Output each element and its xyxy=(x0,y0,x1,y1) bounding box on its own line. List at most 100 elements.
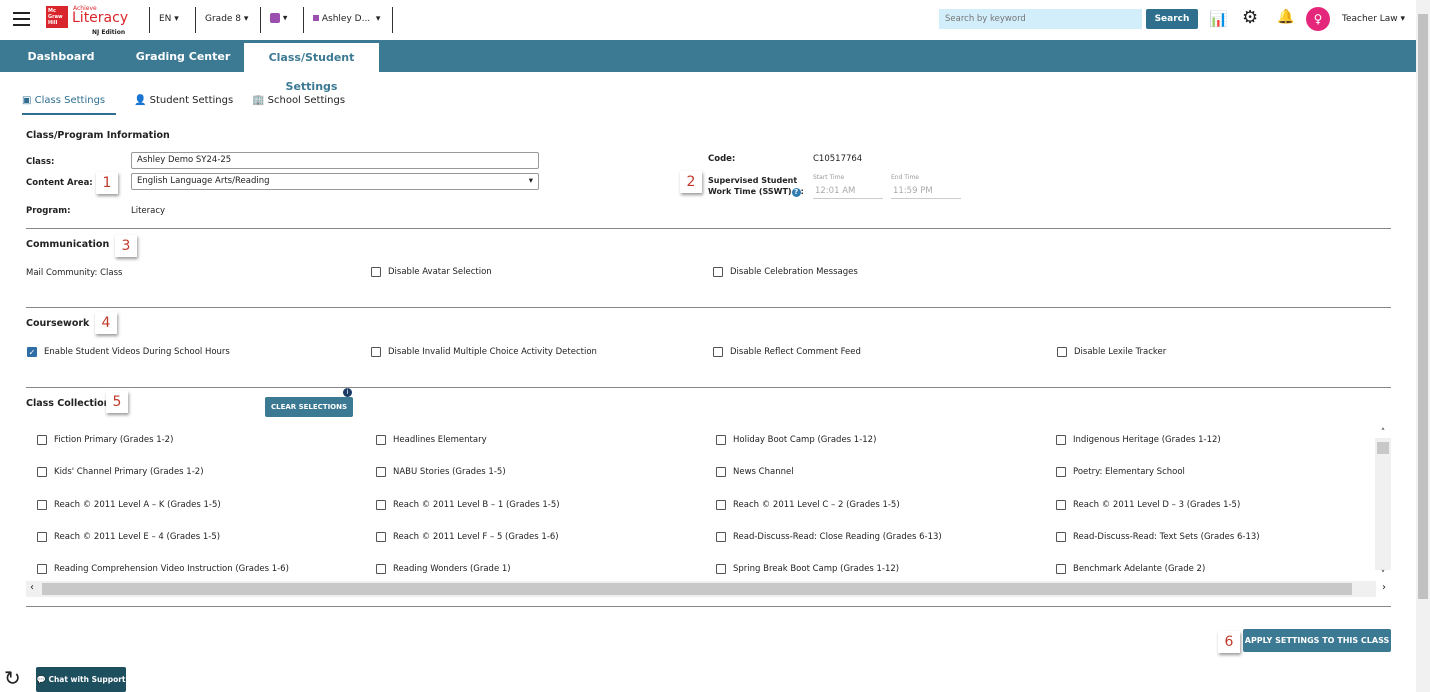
clear-selections-button[interactable]: CLEAR SELECTIONS xyxy=(265,397,353,417)
checkbox[interactable] xyxy=(376,499,386,510)
page-scroll-thumb[interactable] xyxy=(1418,14,1428,599)
collection-checkbox[interactable]: Poetry: Elementary School xyxy=(1056,467,1185,478)
collection-label: Read-Discuss-Read: Close Reading (Grades… xyxy=(733,531,942,542)
vertical-scrollbar[interactable]: ˄ ˅ xyxy=(1375,428,1391,580)
collection-checkbox[interactable]: Spring Break Boot Camp (Grades 1-12) xyxy=(716,564,900,575)
collection-label: Read-Discuss-Read: Text Sets (Grades 6-1… xyxy=(1073,531,1260,542)
communication-title: Communication xyxy=(26,239,110,250)
checkbox[interactable] xyxy=(371,267,381,277)
menu-icon[interactable] xyxy=(13,12,30,26)
tab-dashboard[interactable]: Dashboard xyxy=(27,50,95,63)
checkbox[interactable] xyxy=(716,435,726,445)
avatar[interactable]: ♀ xyxy=(1306,7,1330,31)
search-button[interactable]: Search xyxy=(1146,9,1198,29)
subtab-student-settings[interactable]: 👤 Student Settings xyxy=(134,95,233,106)
help-icon[interactable]: ? xyxy=(791,188,801,197)
collection-label: Indigenous Heritage (Grades 1-12) xyxy=(1073,435,1221,445)
scroll-right-icon[interactable]: › xyxy=(1382,582,1386,593)
bell-icon[interactable]: 🔔 xyxy=(1277,9,1295,25)
scroll-down-icon[interactable]: ˅ xyxy=(1375,570,1391,580)
collection-checkbox[interactable]: Holiday Boot Camp (Grades 1-12) xyxy=(716,435,876,445)
settings-gear-icon[interactable]: ⚙ xyxy=(1242,7,1259,28)
checkbox[interactable] xyxy=(713,347,723,357)
checkbox[interactable] xyxy=(1057,347,1067,357)
collection-checkbox[interactable]: Reach © 2011 Level F – 5 (Grades 1-6) xyxy=(376,531,559,542)
collection-checkbox[interactable]: Reading Wonders (Grade 1) xyxy=(376,564,511,575)
disable-celebration-checkbox[interactable]: Disable Celebration Messages xyxy=(713,267,858,277)
user-menu[interactable]: Teacher Law ▾ xyxy=(1342,14,1406,24)
collection-checkbox[interactable]: Reach © 2011 Level A – K (Grades 1-5) xyxy=(37,499,221,510)
language-dropdown[interactable]: EN ▾ xyxy=(159,14,179,24)
class-name-input[interactable]: Ashley Demo SY24-25 xyxy=(131,152,539,169)
tab-grading-center[interactable]: Grading Center xyxy=(135,50,231,63)
collection-checkbox[interactable]: Reach © 2011 Level C – 2 (Grades 1-5) xyxy=(716,499,900,510)
reports-icon[interactable]: 📊 xyxy=(1209,10,1228,28)
horizontal-scrollbar[interactable]: ‹ › xyxy=(26,581,1386,597)
disable-mc-detection-checkbox[interactable]: Disable Invalid Multiple Choice Activity… xyxy=(371,347,597,357)
sswt-colon: : xyxy=(800,187,804,196)
collection-checkbox[interactable]: Kids' Channel Primary (Grades 1-2) xyxy=(37,467,204,478)
disable-avatar-checkbox[interactable]: Disable Avatar Selection xyxy=(371,267,492,277)
checkbox[interactable] xyxy=(1056,435,1066,445)
scroll-left-icon[interactable]: ‹ xyxy=(30,582,34,593)
checkbox[interactable] xyxy=(37,467,47,478)
divider xyxy=(26,228,1391,229)
collection-checkbox[interactable]: Indigenous Heritage (Grades 1-12) xyxy=(1056,435,1221,445)
checkbox[interactable] xyxy=(716,467,726,478)
collection-checkbox[interactable]: Headlines Elementary xyxy=(376,435,487,445)
collection-checkbox[interactable]: Fiction Primary (Grades 1-2) xyxy=(37,435,173,445)
collection-checkbox[interactable]: Reach © 2011 Level B – 1 (Grades 1-5) xyxy=(376,499,560,510)
collection-label: Reach © 2011 Level E – 4 (Grades 1-5) xyxy=(54,531,221,542)
collection-checkbox[interactable]: Read-Discuss-Read: Close Reading (Grades… xyxy=(716,531,942,542)
checkbox[interactable] xyxy=(37,564,47,575)
page-scrollbar[interactable] xyxy=(1416,0,1430,692)
checkbox[interactable] xyxy=(1056,499,1066,510)
tab-class-student-settings[interactable]: Class/Student Settings xyxy=(244,43,379,93)
checkbox[interactable] xyxy=(376,531,386,542)
class-dropdown[interactable]: Ashley D... ▾ xyxy=(313,14,380,24)
collection-checkbox[interactable]: News Channel xyxy=(716,467,794,478)
checkbox[interactable] xyxy=(716,499,726,510)
checkbox[interactable] xyxy=(371,347,381,357)
collection-checkbox[interactable]: Reading Comprehension Video Instruction … xyxy=(37,564,289,575)
checkbox[interactable] xyxy=(716,531,726,542)
apply-settings-button[interactable]: APPLY SETTINGS TO THIS CLASS xyxy=(1243,629,1391,652)
checkbox[interactable] xyxy=(37,499,47,510)
enable-videos-checkbox[interactable]: ✓ Enable Student Videos During School Hou… xyxy=(27,347,230,357)
refresh-help-icon[interactable]: ↻ xyxy=(4,666,21,690)
checkbox[interactable] xyxy=(376,467,386,478)
collection-checkbox[interactable]: Reach © 2011 Level E – 4 (Grades 1-5) xyxy=(37,531,221,542)
collection-checkbox[interactable]: Benchmark Adelante (Grade 2) xyxy=(1056,564,1205,575)
search-input[interactable] xyxy=(939,9,1142,29)
scroll-thumb[interactable] xyxy=(42,583,1352,595)
start-time-input[interactable]: 12:01 AM xyxy=(813,184,883,199)
checkbox[interactable] xyxy=(716,564,726,575)
checkbox-checked[interactable]: ✓ xyxy=(27,347,37,357)
checkbox[interactable] xyxy=(1056,564,1066,575)
scroll-up-icon[interactable]: ˄ xyxy=(1375,428,1391,438)
end-time-input[interactable]: 11:59 PM xyxy=(891,184,961,199)
checkbox[interactable] xyxy=(37,531,47,542)
subtab-school-settings[interactable]: 🏢 School Settings xyxy=(252,95,345,106)
checkbox[interactable] xyxy=(1056,531,1066,542)
collection-checkbox[interactable]: Reach © 2011 Level D – 3 (Grades 1-5) xyxy=(1056,499,1240,510)
collection-checkbox[interactable]: Read-Discuss-Read: Text Sets (Grades 6-1… xyxy=(1056,531,1260,542)
checkbox[interactable] xyxy=(1056,467,1066,478)
disable-lexile-checkbox[interactable]: Disable Lexile Tracker xyxy=(1057,347,1166,357)
chat-support-button[interactable]: 💬 Chat with Support xyxy=(36,667,126,692)
checkbox[interactable] xyxy=(37,435,47,445)
checkbox[interactable] xyxy=(376,435,386,445)
subtab-class-settings[interactable]: ▣ Class Settings xyxy=(22,95,105,106)
collection-label: Spring Break Boot Camp (Grades 1-12) xyxy=(733,564,900,575)
disable-reflect-checkbox[interactable]: Disable Reflect Comment Feed xyxy=(713,347,861,357)
info-icon[interactable]: i xyxy=(343,388,352,397)
content-area-select[interactable]: English Language Arts/Reading ▾ xyxy=(131,173,539,190)
checkbox[interactable] xyxy=(713,267,723,277)
collection-checkbox[interactable]: NABU Stories (Grades 1-5) xyxy=(376,467,506,478)
scroll-thumb[interactable] xyxy=(1377,442,1389,454)
end-time-label: End Time xyxy=(891,174,919,181)
class-label: Class: xyxy=(26,157,55,167)
grade-dropdown[interactable]: Grade 8 ▾ xyxy=(205,14,249,24)
checkbox[interactable] xyxy=(376,564,386,575)
color-dropdown[interactable]: ▾ xyxy=(270,13,287,24)
